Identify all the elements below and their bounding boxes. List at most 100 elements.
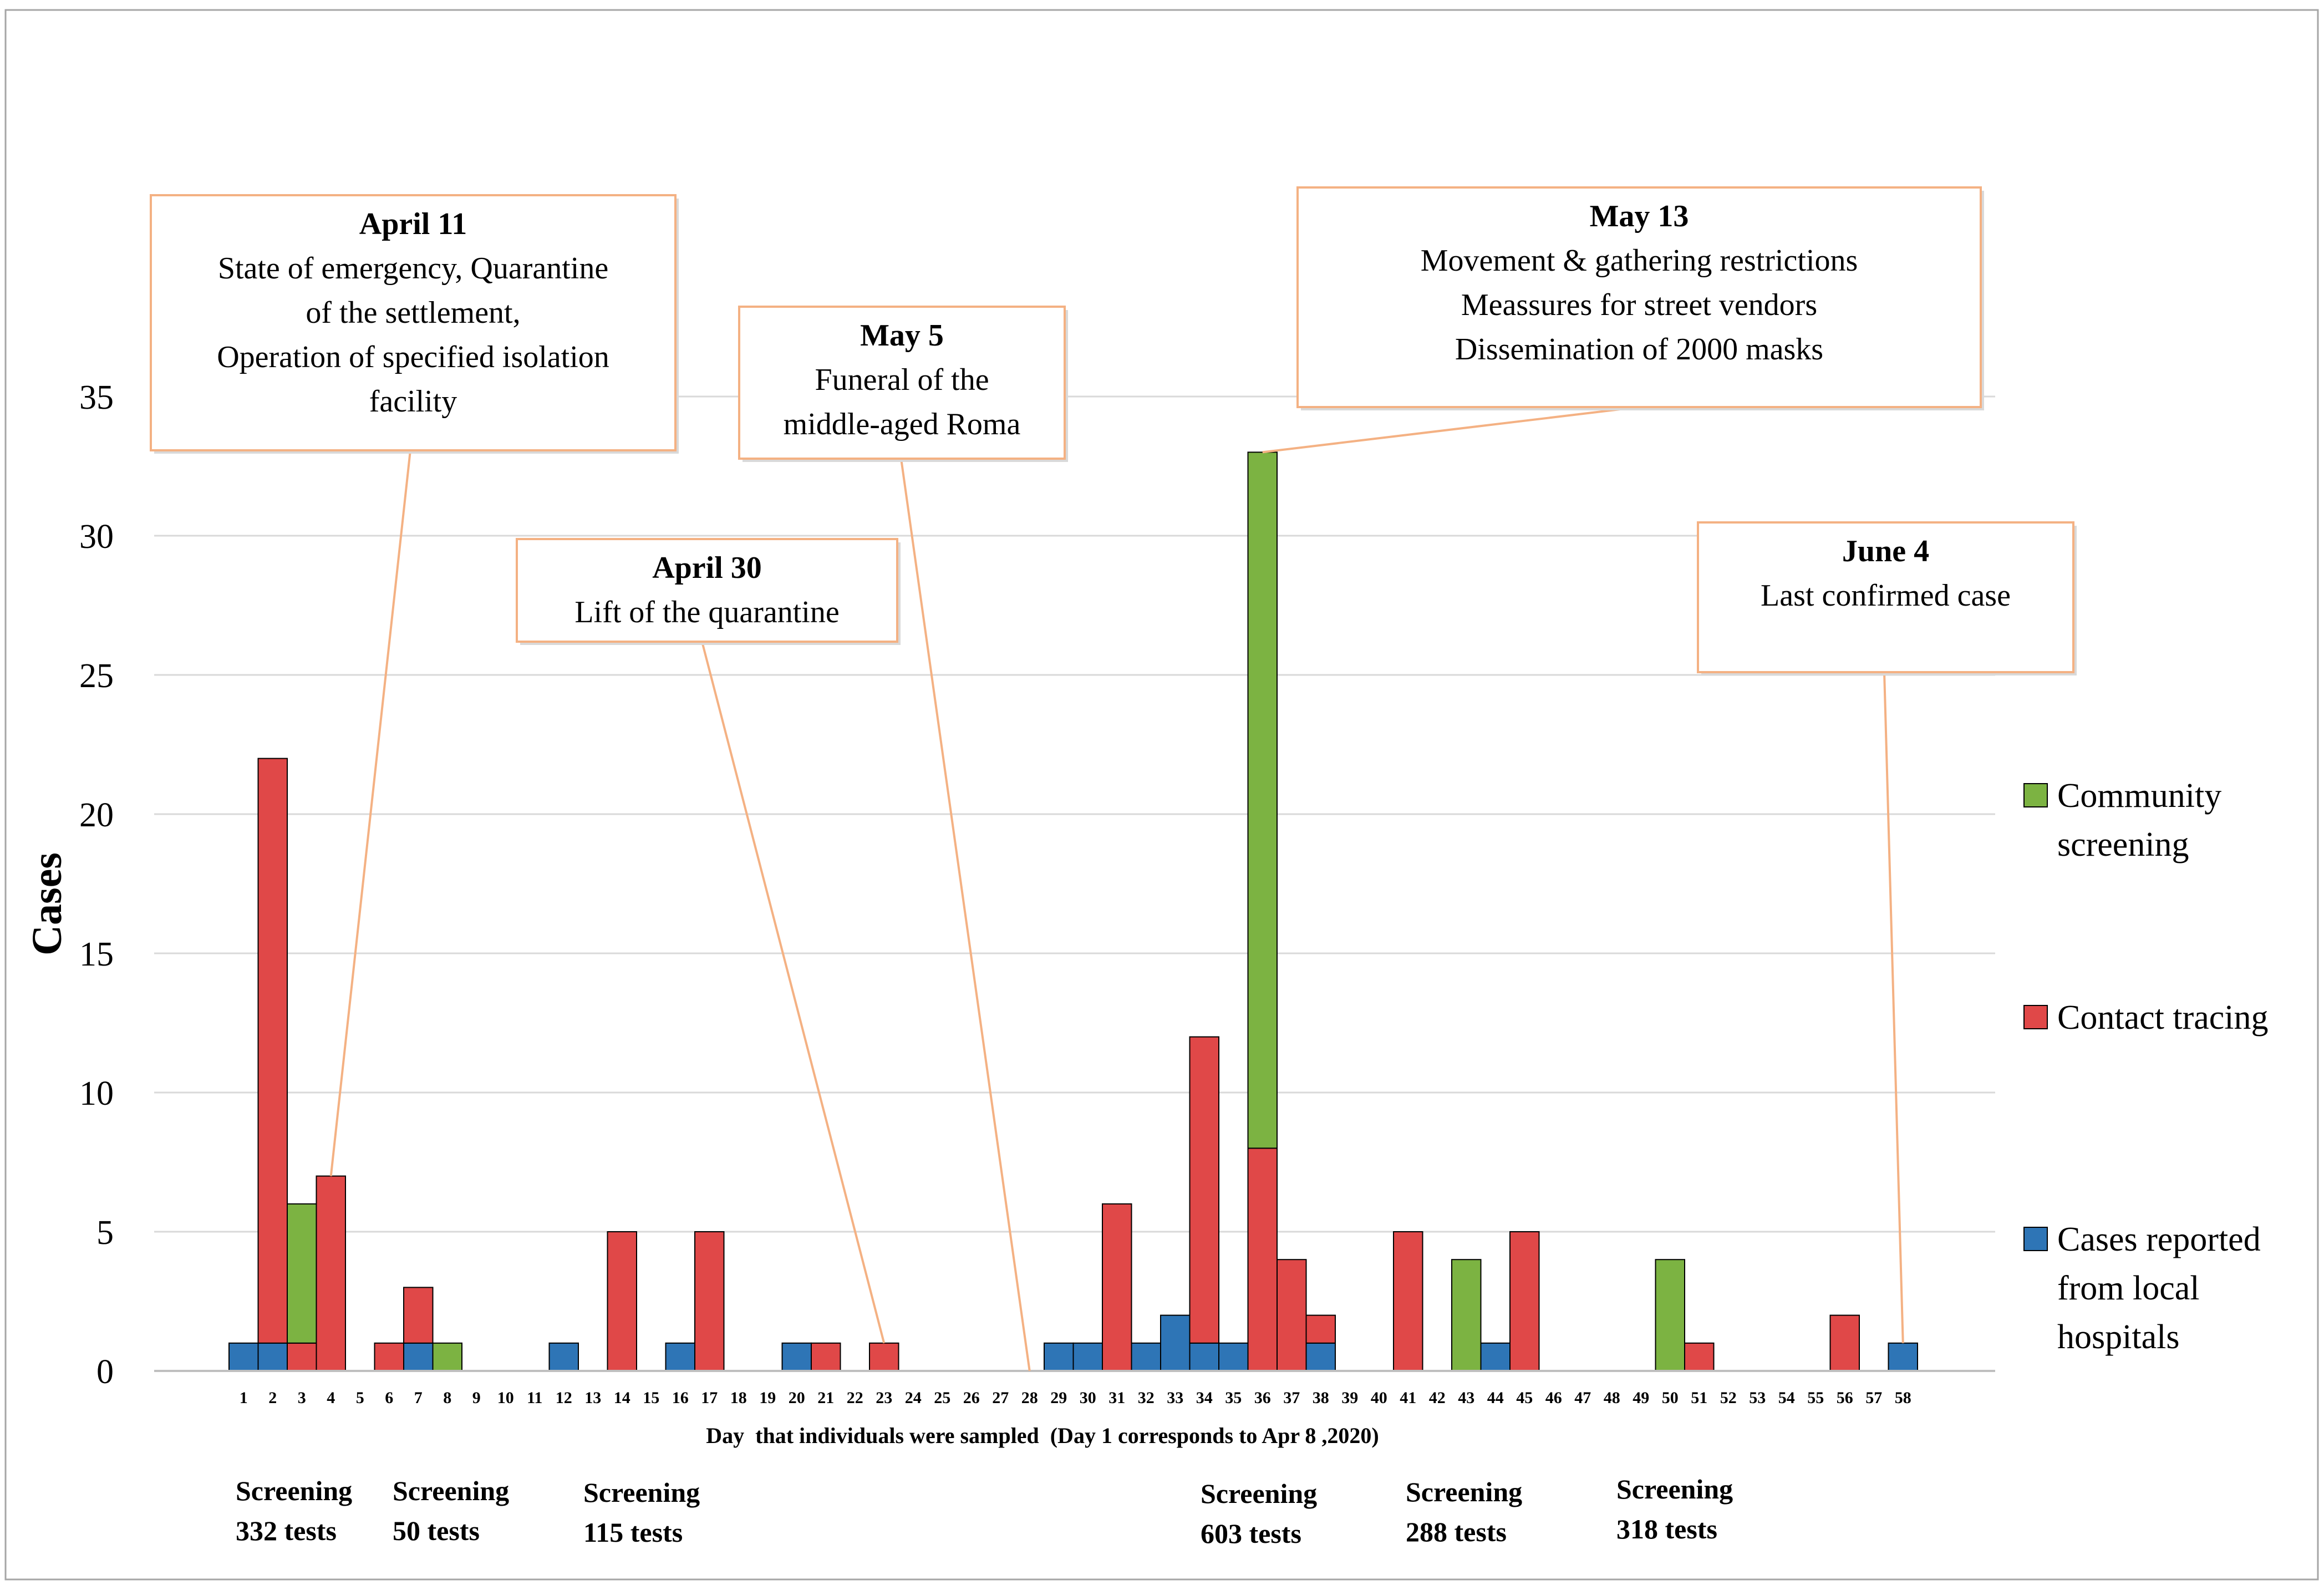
x-tick-label: 32 [1138, 1389, 1155, 1407]
bar-segment-day-20-hospital [781, 1342, 812, 1372]
legend-label-line: Contact tracing [2057, 999, 2268, 1037]
bar-segment-day-6-contact [374, 1342, 404, 1372]
bar-segment-day-29-hospital [1044, 1342, 1074, 1372]
callout-text-line: facility [369, 384, 457, 419]
screening-title: Screening [1201, 1478, 1317, 1509]
x-tick-label: 13 [584, 1389, 601, 1407]
callout-text-line: State of emergency, Quarantine [218, 251, 608, 286]
bar-segment-day-7-contact [403, 1287, 434, 1344]
screening-label: Screening 332 tests [236, 1475, 352, 1546]
callout-title: June 4 [1842, 534, 1929, 568]
callout-text-line: Meassures for street vendors [1461, 288, 1817, 322]
callout-text-line: Dissemination of 2000 masks [1455, 332, 1823, 367]
callout-leader-may13 [1262, 406, 1639, 454]
y-tick-label: 30 [79, 518, 114, 556]
y-tick-label: 20 [79, 796, 114, 834]
x-tick-label: 1 [240, 1389, 248, 1407]
bar-segment-day-16-hospital [665, 1342, 695, 1372]
x-tick-label: 6 [385, 1389, 393, 1407]
screening-tests: 288 tests [1406, 1516, 1507, 1547]
x-tick-label: 37 [1283, 1389, 1300, 1407]
callout-title: May 5 [860, 318, 944, 353]
x-tick-label: 52 [1720, 1389, 1737, 1407]
bar-segment-day-33-hospital [1160, 1314, 1191, 1372]
y-tick-label: 5 [96, 1214, 114, 1252]
x-tick-label: 10 [497, 1389, 514, 1407]
x-tick-label: 28 [1021, 1389, 1038, 1407]
screening-tests: 332 tests [236, 1515, 337, 1546]
screening-tests: 115 tests [583, 1517, 683, 1548]
x-tick-label: 21 [817, 1389, 834, 1407]
x-tick-label: 24 [905, 1389, 922, 1407]
y-tick-label: 35 [79, 379, 114, 416]
bar-segment-day-32-hospital [1131, 1342, 1161, 1372]
legend-item-hospital: Cases reported from local hospitals [2023, 1221, 2261, 1356]
callout-leader-may5 [900, 458, 1031, 1371]
legend-label-line: hospitals [2057, 1318, 2179, 1356]
callout-text-line: Lift of the quarantine [574, 595, 839, 629]
callouts: April 11 State of emergency, Quarantine of… [150, 186, 2077, 675]
callout-title: May 13 [1590, 199, 1689, 233]
x-tick-label: 44 [1487, 1389, 1504, 1407]
legend-swatch [2023, 783, 2048, 807]
callout-apr11: April 11 State of emergency, Quarantine of… [150, 194, 679, 454]
x-tick-label: 51 [1691, 1389, 1707, 1407]
callout-may5: May 5 Funeral of the middle-aged Roma [738, 306, 1068, 462]
x-tick-label: 25 [934, 1389, 950, 1407]
bar-segment-day-43-community [1451, 1259, 1482, 1371]
x-tick-label: 17 [701, 1389, 718, 1407]
callout-text-line: Movement & gathering restrictions [1421, 243, 1858, 278]
x-tick-label: 2 [268, 1389, 277, 1407]
y-tick-label: 0 [96, 1353, 114, 1391]
screening-title: Screening [1616, 1474, 1733, 1505]
x-tick-label: 19 [759, 1389, 776, 1407]
bar-segment-day-56-contact [1829, 1314, 1860, 1372]
callout-text-line: of the settlement, [306, 296, 520, 330]
x-tick-label: 34 [1196, 1389, 1213, 1407]
x-tick-label: 39 [1341, 1389, 1358, 1407]
callout-text-line: Last confirmed case [1761, 578, 2011, 613]
screening-label: Screening 115 tests [583, 1477, 700, 1548]
screening-label: Screening 50 tests [393, 1475, 509, 1546]
x-tick-label: 54 [1778, 1389, 1795, 1407]
x-tick-label: 3 [298, 1389, 306, 1407]
x-tick-label: 9 [472, 1389, 481, 1407]
legend: Cases reported from local hospitals Contact… [2023, 777, 2268, 1356]
bar-segment-day-38-hospital [1305, 1342, 1336, 1372]
bar-segment-day-4-contact [316, 1175, 346, 1372]
y-tick-label: 25 [79, 657, 114, 695]
bar-segment-day-2-contact [257, 758, 288, 1344]
screening-title: Screening [236, 1475, 352, 1506]
x-tick-label: 36 [1254, 1389, 1271, 1407]
callout-jun4: June 4 Last confirmed case [1697, 521, 2077, 675]
y-tick-label: 10 [79, 1075, 114, 1112]
callout-text-line: Funeral of the [815, 363, 989, 397]
bar-segment-day-51-contact [1684, 1342, 1715, 1372]
screening-tests: 603 tests [1201, 1518, 1301, 1549]
screening-label: Screening 288 tests [1406, 1476, 1522, 1547]
callout-apr30: April 30 Lift of the quarantine [516, 538, 901, 645]
bar-segment-day-1-hospital [228, 1342, 259, 1372]
callout-box [150, 194, 677, 451]
x-tick-label: 35 [1225, 1389, 1242, 1407]
callout-leader-lines [329, 406, 1904, 1371]
x-tick-label: 12 [556, 1389, 572, 1407]
x-tick-label: 8 [443, 1389, 451, 1407]
callout-box [516, 538, 898, 643]
x-tick-label: 30 [1080, 1389, 1096, 1407]
bar-segment-day-21-contact [811, 1342, 841, 1372]
screening-title: Screening [393, 1475, 509, 1506]
bar-segment-day-36-contact [1247, 1147, 1278, 1371]
x-tick-label: 50 [1662, 1389, 1679, 1407]
bar-segment-day-3-community [287, 1203, 317, 1344]
callout-box [1697, 521, 2074, 673]
x-tick-label: 22 [847, 1389, 863, 1407]
bar-segment-day-58-hospital [1888, 1342, 1918, 1372]
bar-segment-day-35-hospital [1218, 1342, 1249, 1372]
callout-title: April 11 [359, 207, 467, 241]
bar-segment-day-44-hospital [1480, 1342, 1511, 1372]
bar-segment-day-12-hospital [548, 1342, 579, 1372]
bar-segment-day-14-contact [607, 1231, 637, 1371]
